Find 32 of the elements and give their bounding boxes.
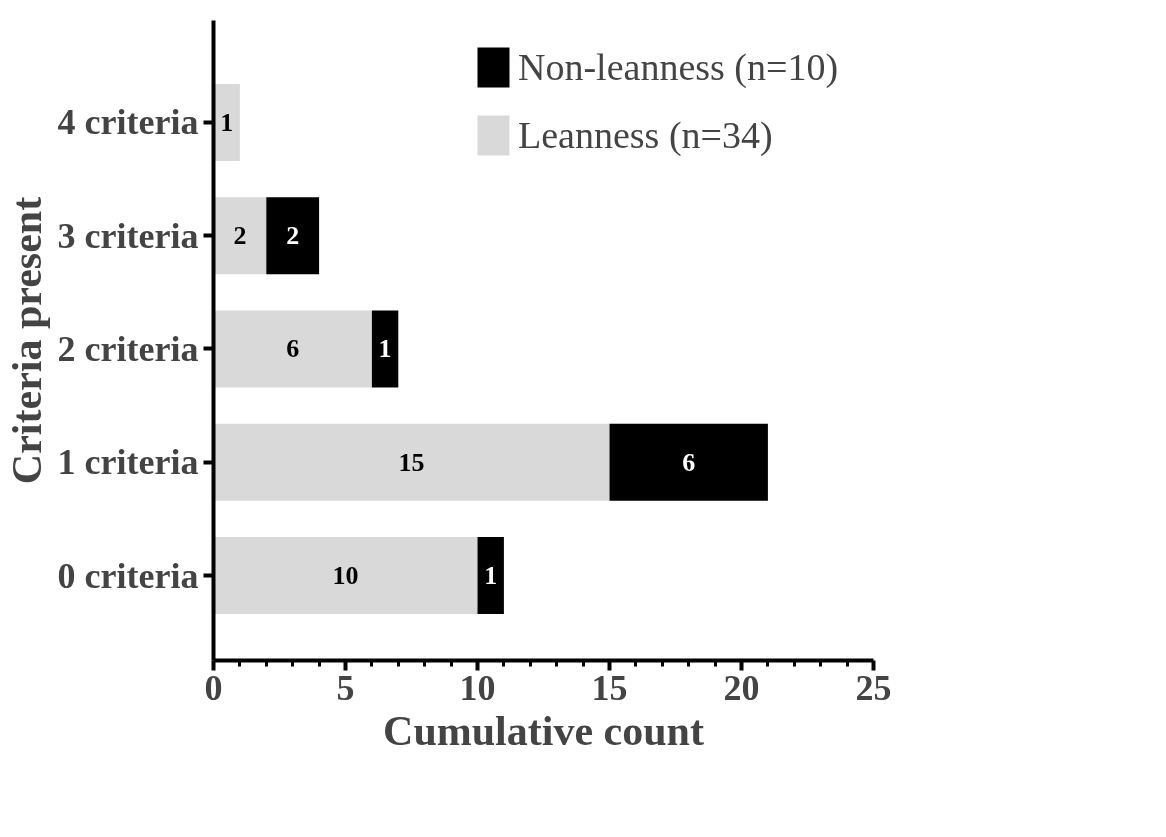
x-tick-label: 5 <box>336 667 355 708</box>
data-label: 1 <box>484 561 498 591</box>
data-label: 15 <box>398 447 425 477</box>
y-tick-label: 0 criteria <box>57 555 199 596</box>
bar <box>213 423 610 501</box>
data-label: 2 <box>233 221 247 251</box>
data-label: 10 <box>332 561 359 591</box>
y-axis-title: Criteria present <box>3 196 50 485</box>
y-tick-label: 2 criteria <box>57 329 199 369</box>
bar <box>213 197 267 275</box>
bar <box>371 310 399 388</box>
x-tick-label: 20 <box>723 667 760 708</box>
data-label: 2 <box>286 221 300 251</box>
bar <box>213 310 372 388</box>
legend-label: Leanness (n=34) <box>518 113 773 157</box>
legend-label: Non-leanness (n=10) <box>518 45 839 89</box>
x-tick-label: 15 <box>591 667 628 708</box>
bar <box>213 537 478 615</box>
y-tick-label: 3 criteria <box>57 215 199 256</box>
x-tick-label: 25 <box>855 667 892 708</box>
x-tick-label: 0 <box>204 667 223 708</box>
bar <box>609 423 768 501</box>
bar <box>477 537 504 615</box>
bar <box>266 197 320 275</box>
data-label: 1 <box>220 107 234 137</box>
y-tick-label: 4 criteria <box>57 102 199 143</box>
data-label: 6 <box>286 334 300 364</box>
data-label: 1 <box>378 334 392 364</box>
x-axis-title: Cumulative count <box>383 707 704 754</box>
y-tick-label: 1 criteria <box>57 442 199 483</box>
x-tick-label: 10 <box>459 667 496 708</box>
data-label: 6 <box>682 447 696 477</box>
